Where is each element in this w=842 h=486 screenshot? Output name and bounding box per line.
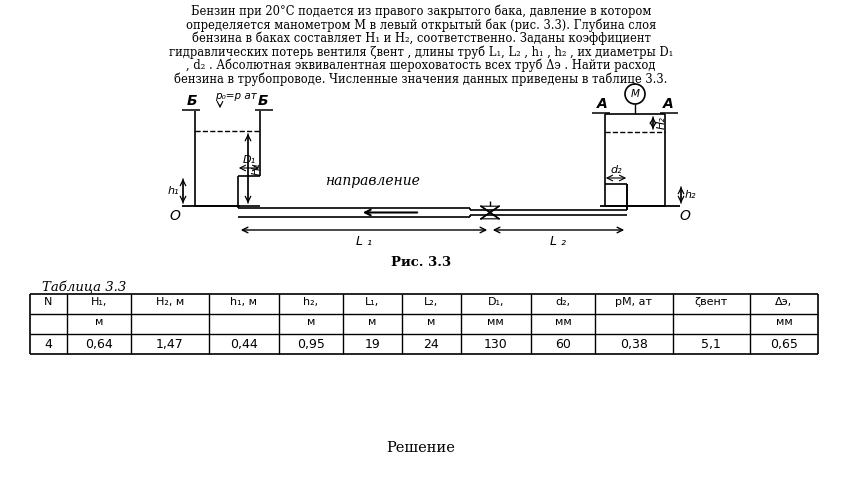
Text: h₁: h₁ (168, 186, 179, 196)
Text: направление: направление (325, 174, 420, 188)
Text: 0,65: 0,65 (770, 338, 798, 351)
Text: Б: Б (258, 94, 269, 108)
Text: H₂, м: H₂, м (156, 297, 184, 307)
Text: мм: мм (488, 317, 504, 327)
Text: 0,95: 0,95 (297, 338, 325, 351)
Text: L ₂: L ₂ (551, 235, 567, 248)
Text: бензина в баках составляет Н₁ и Н₂, соответственно. Заданы коэффициент: бензина в баках составляет Н₁ и Н₂, соот… (191, 32, 651, 46)
Text: O: O (679, 209, 690, 223)
Text: 130: 130 (484, 338, 508, 351)
Text: Δэ,: Δэ, (775, 297, 792, 307)
Text: А: А (597, 97, 607, 111)
Text: определяется манометром М в левый открытый бак (рис. 3.3). Глубина слоя: определяется манометром М в левый открыт… (186, 18, 656, 32)
Text: H₁: H₁ (252, 162, 262, 175)
Text: N: N (45, 297, 52, 307)
Text: L₁,: L₁, (365, 297, 380, 307)
Text: h₁, м: h₁, м (230, 297, 257, 307)
Text: D₁: D₁ (242, 155, 256, 165)
Text: L ₁: L ₁ (356, 235, 372, 248)
Text: 0,44: 0,44 (230, 338, 258, 351)
Text: м: м (427, 317, 435, 327)
Text: Рис. 3.3: Рис. 3.3 (391, 256, 451, 269)
Text: d₂: d₂ (610, 165, 621, 175)
Text: Б: Б (187, 94, 197, 108)
Text: L₂,: L₂, (424, 297, 439, 307)
Text: h₂,: h₂, (303, 297, 318, 307)
Text: p₀=p ат: p₀=p ат (215, 91, 257, 101)
Text: 4: 4 (45, 338, 52, 351)
Text: 1,47: 1,47 (156, 338, 184, 351)
Text: D₁,: D₁, (488, 297, 504, 307)
Text: 60: 60 (555, 338, 571, 351)
Text: H₁,: H₁, (91, 297, 107, 307)
Text: H₂: H₂ (657, 117, 667, 129)
Text: , d₂ . Абсолютная эквивалентная шероховатость всех труб Δэ . Найти расход: , d₂ . Абсолютная эквивалентная шерохова… (186, 59, 656, 72)
Text: h₂: h₂ (685, 190, 696, 200)
Text: 19: 19 (365, 338, 381, 351)
Text: гидравлических потерь вентиля ζвент , длины труб L₁, L₂ , h₁ , h₂ , их диаметры : гидравлических потерь вентиля ζвент , дл… (169, 46, 673, 59)
Text: Таблица 3.3: Таблица 3.3 (42, 281, 126, 294)
Text: мм: мм (555, 317, 572, 327)
Text: бензина в трубопроводе. Численные значения данных приведены в таблице 3.3.: бензина в трубопроводе. Численные значен… (174, 72, 668, 86)
Text: pМ, ат: pМ, ат (616, 297, 653, 307)
Text: мм: мм (775, 317, 792, 327)
Text: А: А (663, 97, 674, 111)
Text: м: м (368, 317, 376, 327)
Text: 0,64: 0,64 (85, 338, 113, 351)
Text: O: O (169, 209, 180, 223)
Text: М: М (631, 89, 640, 99)
Text: Бензин при 20°С подается из правого закрытого бака, давление в котором: Бензин при 20°С подается из правого закр… (191, 5, 651, 18)
Text: Решение: Решение (386, 441, 456, 455)
Text: 5,1: 5,1 (701, 338, 721, 351)
Text: d₂,: d₂, (556, 297, 571, 307)
Text: м: м (306, 317, 315, 327)
Text: 0,38: 0,38 (620, 338, 647, 351)
Text: ζвент: ζвент (695, 297, 727, 307)
Text: 24: 24 (424, 338, 440, 351)
Text: м: м (95, 317, 104, 327)
